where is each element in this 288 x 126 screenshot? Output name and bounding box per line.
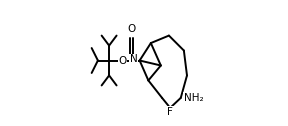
Text: O: O: [119, 56, 127, 66]
Text: NH₂: NH₂: [184, 93, 204, 103]
Text: F: F: [167, 107, 173, 117]
Text: N: N: [130, 54, 138, 64]
Text: O: O: [127, 24, 136, 34]
